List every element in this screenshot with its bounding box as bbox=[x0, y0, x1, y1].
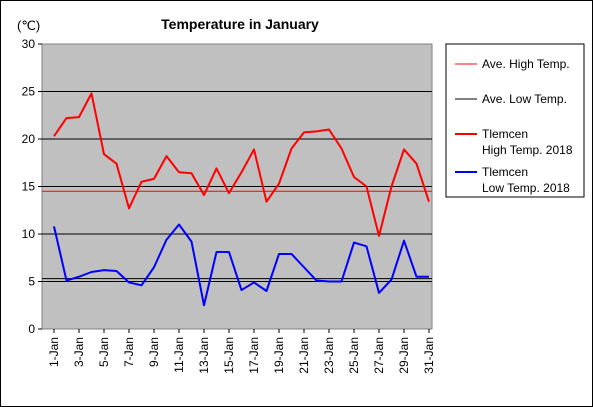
x-tick-label: 21-Jan bbox=[297, 337, 311, 374]
legend-box bbox=[445, 43, 585, 198]
x-tick-label: 5-Jan bbox=[97, 337, 111, 367]
y-unit-label: (℃) bbox=[17, 18, 40, 33]
x-tick-label: 3-Jan bbox=[72, 337, 86, 367]
x-tick-label: 7-Jan bbox=[122, 337, 136, 367]
y-tick-label: 5 bbox=[28, 275, 35, 289]
y-axis-ticks: 0 5 10 15 20 25 30 bbox=[22, 37, 42, 336]
x-tick-label: 25-Jan bbox=[347, 337, 361, 374]
x-tick-label: 23-Jan bbox=[322, 337, 336, 374]
series-line bbox=[53, 92, 430, 237]
y-tick-label: 30 bbox=[22, 37, 36, 51]
y-tick-label: 25 bbox=[22, 85, 36, 99]
y-tick-label: 20 bbox=[22, 132, 36, 146]
legend-label: Low Temp. 2018 bbox=[482, 181, 570, 195]
legend: Ave. High Temp. Ave. Low Temp. Tlemcen High… bbox=[455, 57, 573, 195]
x-tick-label: 1-Jan bbox=[47, 337, 61, 367]
y-tick-label: 15 bbox=[22, 180, 36, 194]
x-tick-label: 19-Jan bbox=[272, 337, 286, 374]
legend-label: Ave. High Temp. bbox=[482, 57, 570, 71]
x-tick-label: 13-Jan bbox=[197, 337, 211, 374]
x-tick-label: 15-Jan bbox=[222, 337, 236, 374]
legend-label: Ave. Low Temp. bbox=[482, 92, 567, 106]
x-tick-label: 31-Jan bbox=[422, 337, 436, 374]
legend-label: Tlemcen bbox=[482, 165, 528, 179]
x-tick-label: 29-Jan bbox=[397, 337, 411, 374]
x-tick-label: 9-Jan bbox=[147, 337, 161, 367]
x-tick-label: 27-Jan bbox=[372, 337, 386, 374]
y-tick-label: 10 bbox=[22, 227, 36, 241]
legend-label: High Temp. 2018 bbox=[482, 143, 573, 157]
series-line bbox=[53, 223, 429, 307]
legend-label: Tlemcen bbox=[482, 127, 528, 141]
x-tick-label: 17-Jan bbox=[247, 337, 261, 374]
grid-lines bbox=[42, 91, 432, 282]
x-tick-label: 11-Jan bbox=[172, 337, 186, 373]
chart-title: Temperature in January bbox=[161, 16, 319, 32]
series-lines bbox=[53, 92, 430, 307]
x-axis-ticks: 1-Jan 3-Jan 5-Jan 7-Jan 9-Jan 11-Jan 13-Jan 15-… bbox=[47, 329, 436, 374]
y-tick-label: 0 bbox=[28, 322, 35, 336]
